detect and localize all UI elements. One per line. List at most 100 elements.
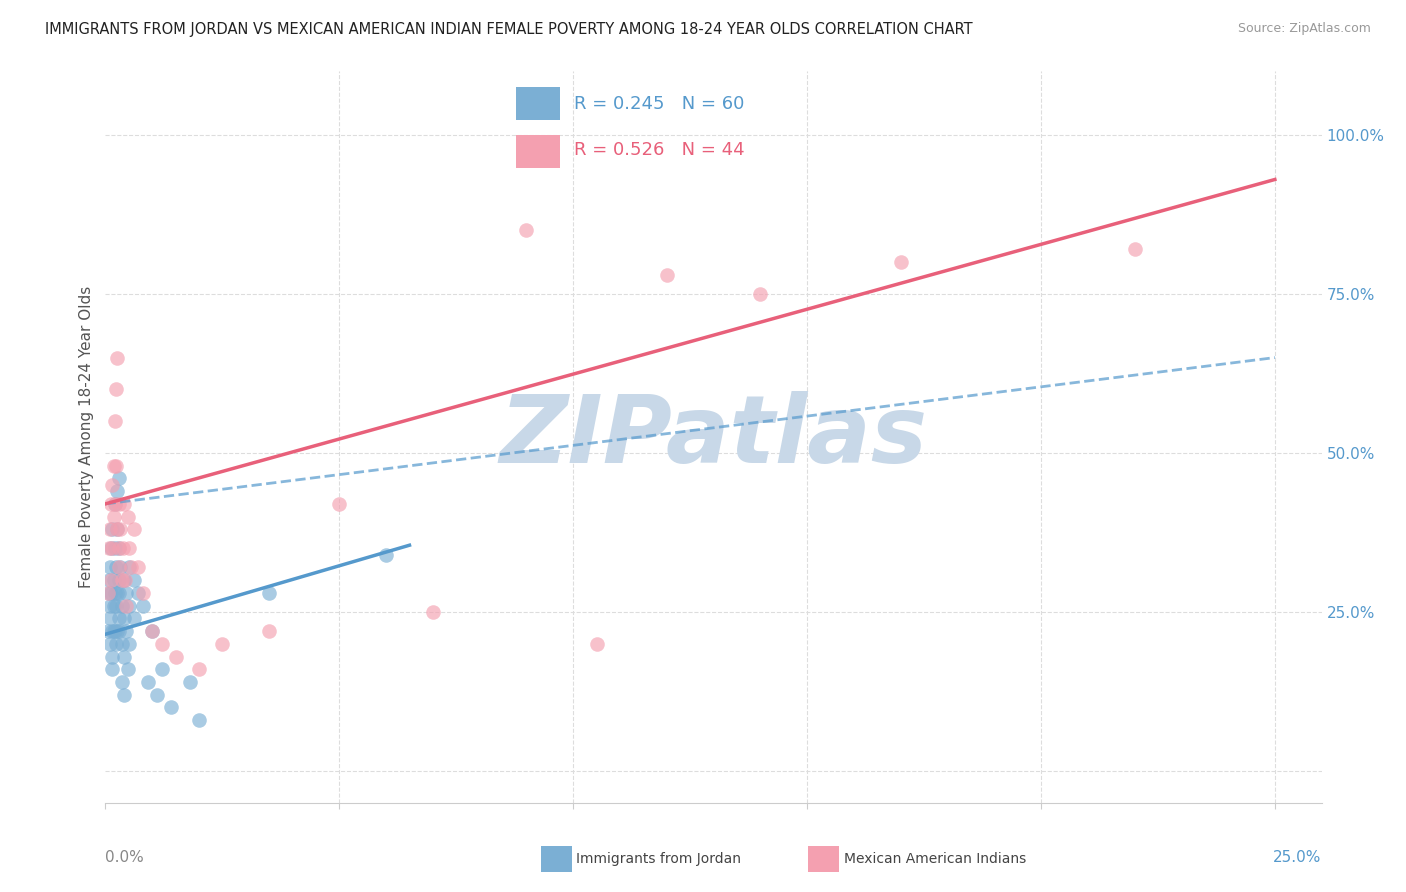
Point xyxy=(98,637,121,651)
Point xyxy=(108,497,131,511)
Point xyxy=(104,383,127,397)
Point xyxy=(105,522,128,536)
Point xyxy=(117,509,139,524)
Point xyxy=(188,662,211,676)
Point xyxy=(118,637,141,651)
Point xyxy=(114,573,136,587)
Point xyxy=(100,497,122,511)
Point xyxy=(115,599,138,613)
Point xyxy=(104,458,127,473)
Text: Immigrants from Jordan: Immigrants from Jordan xyxy=(576,852,741,866)
Point xyxy=(111,637,134,651)
Point xyxy=(127,560,149,574)
Y-axis label: Female Poverty Among 18-24 Year Olds: Female Poverty Among 18-24 Year Olds xyxy=(79,286,94,588)
Text: R = 0.245   N = 60: R = 0.245 N = 60 xyxy=(574,95,744,112)
Point xyxy=(100,573,122,587)
Point xyxy=(375,548,398,562)
Point xyxy=(98,560,121,574)
Point xyxy=(100,541,122,556)
Point xyxy=(105,586,128,600)
Point xyxy=(112,688,135,702)
Point xyxy=(422,605,444,619)
Point xyxy=(150,637,173,651)
Point xyxy=(107,573,129,587)
Point xyxy=(110,522,132,536)
Point xyxy=(104,541,127,556)
Point xyxy=(97,586,120,600)
Point xyxy=(890,255,912,269)
Point xyxy=(103,599,125,613)
Point xyxy=(101,649,124,664)
Point xyxy=(98,573,121,587)
Text: 25.0%: 25.0% xyxy=(1274,850,1322,865)
Point xyxy=(105,351,128,365)
Point xyxy=(112,649,135,664)
Point xyxy=(104,637,127,651)
Text: Mexican American Indians: Mexican American Indians xyxy=(844,852,1026,866)
Text: Source: ZipAtlas.com: Source: ZipAtlas.com xyxy=(1237,22,1371,36)
Point xyxy=(749,287,772,301)
Point xyxy=(122,611,145,625)
Point xyxy=(108,541,131,556)
Point xyxy=(108,624,131,638)
Point xyxy=(112,497,135,511)
Point xyxy=(98,611,121,625)
Point xyxy=(105,624,128,638)
Point xyxy=(104,497,127,511)
Point xyxy=(98,599,121,613)
Point xyxy=(101,541,124,556)
Point xyxy=(122,522,145,536)
Point xyxy=(118,541,141,556)
Point xyxy=(257,586,280,600)
Point xyxy=(100,586,122,600)
Bar xyxy=(516,136,560,168)
Point xyxy=(150,662,173,676)
Point xyxy=(97,586,120,600)
Point xyxy=(105,484,128,499)
Point xyxy=(115,624,138,638)
Point xyxy=(107,560,129,574)
Point xyxy=(103,458,125,473)
Point xyxy=(141,624,163,638)
Point xyxy=(118,599,141,613)
Point xyxy=(112,541,135,556)
Point xyxy=(655,268,678,282)
Point xyxy=(107,611,129,625)
Point xyxy=(103,624,125,638)
Text: IMMIGRANTS FROM JORDAN VS MEXICAN AMERICAN INDIAN FEMALE POVERTY AMONG 18-24 YEA: IMMIGRANTS FROM JORDAN VS MEXICAN AMERIC… xyxy=(45,22,973,37)
Point xyxy=(103,573,125,587)
Point xyxy=(101,662,124,676)
Point xyxy=(211,637,233,651)
Point xyxy=(105,522,128,536)
Point xyxy=(117,662,139,676)
Point xyxy=(108,541,131,556)
Point xyxy=(111,599,134,613)
Point xyxy=(112,611,135,625)
Point xyxy=(98,541,121,556)
Point xyxy=(103,509,125,524)
Point xyxy=(127,586,149,600)
Point xyxy=(328,497,350,511)
Text: 0.0%: 0.0% xyxy=(105,850,145,865)
Point xyxy=(115,586,138,600)
Point xyxy=(1123,243,1146,257)
Point xyxy=(122,573,145,587)
Point xyxy=(97,624,120,638)
Point xyxy=(160,700,183,714)
Point xyxy=(104,599,127,613)
Point xyxy=(179,675,201,690)
Point xyxy=(98,522,121,536)
Point xyxy=(104,560,127,574)
Point xyxy=(257,624,280,638)
Point xyxy=(165,649,187,664)
Point xyxy=(101,522,124,536)
Point xyxy=(585,637,607,651)
Point xyxy=(112,573,135,587)
Point xyxy=(101,477,124,491)
Point xyxy=(108,586,131,600)
Point xyxy=(136,675,159,690)
Point xyxy=(188,713,211,727)
Point xyxy=(101,624,124,638)
Point xyxy=(104,497,127,511)
Point xyxy=(104,624,127,638)
